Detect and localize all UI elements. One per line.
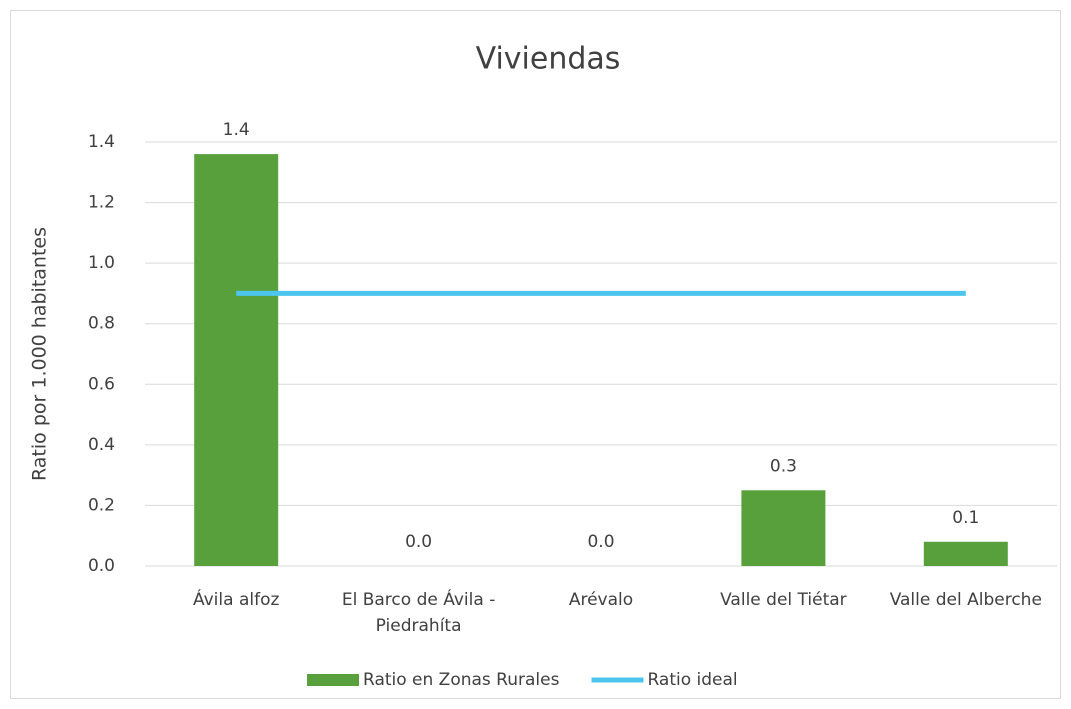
data-label: 0.0 — [405, 532, 432, 552]
legend-swatch — [307, 674, 359, 686]
y-tick-label: 1.4 — [88, 132, 115, 152]
data-label: 0.0 — [587, 532, 614, 552]
y-tick-label: 1.2 — [88, 193, 115, 213]
y-tick-label: 1.0 — [88, 253, 115, 273]
y-tick-label: 0.2 — [88, 495, 115, 515]
y-axis-label: Ratio por 1.000 habitantes — [29, 227, 51, 481]
bar — [194, 154, 279, 566]
bar — [741, 490, 826, 566]
x-tick-label: Valle del Alberche — [890, 590, 1042, 610]
bar — [923, 541, 1008, 566]
chart-title: Viviendas — [476, 42, 621, 77]
x-tick-label: Arévalo — [569, 590, 633, 610]
y-tick-label: 0.8 — [88, 314, 115, 334]
legend-label: Ratio ideal — [647, 670, 737, 690]
chart-border — [10, 10, 1061, 699]
legend-label: Ratio en Zonas Rurales — [363, 670, 560, 690]
y-tick-label: 0.0 — [88, 556, 115, 576]
x-tick-label: El Barco de Ávila -Piedrahíta — [342, 588, 495, 636]
data-label: 1.4 — [223, 120, 250, 140]
x-tick-label: Ávila alfoz — [193, 588, 279, 610]
data-label: 0.3 — [770, 456, 797, 476]
data-label: 0.1 — [952, 508, 979, 528]
x-tick-label: Valle del Tiétar — [720, 590, 847, 610]
y-tick-label: 0.4 — [88, 435, 115, 455]
y-tick-label: 0.6 — [88, 374, 115, 394]
